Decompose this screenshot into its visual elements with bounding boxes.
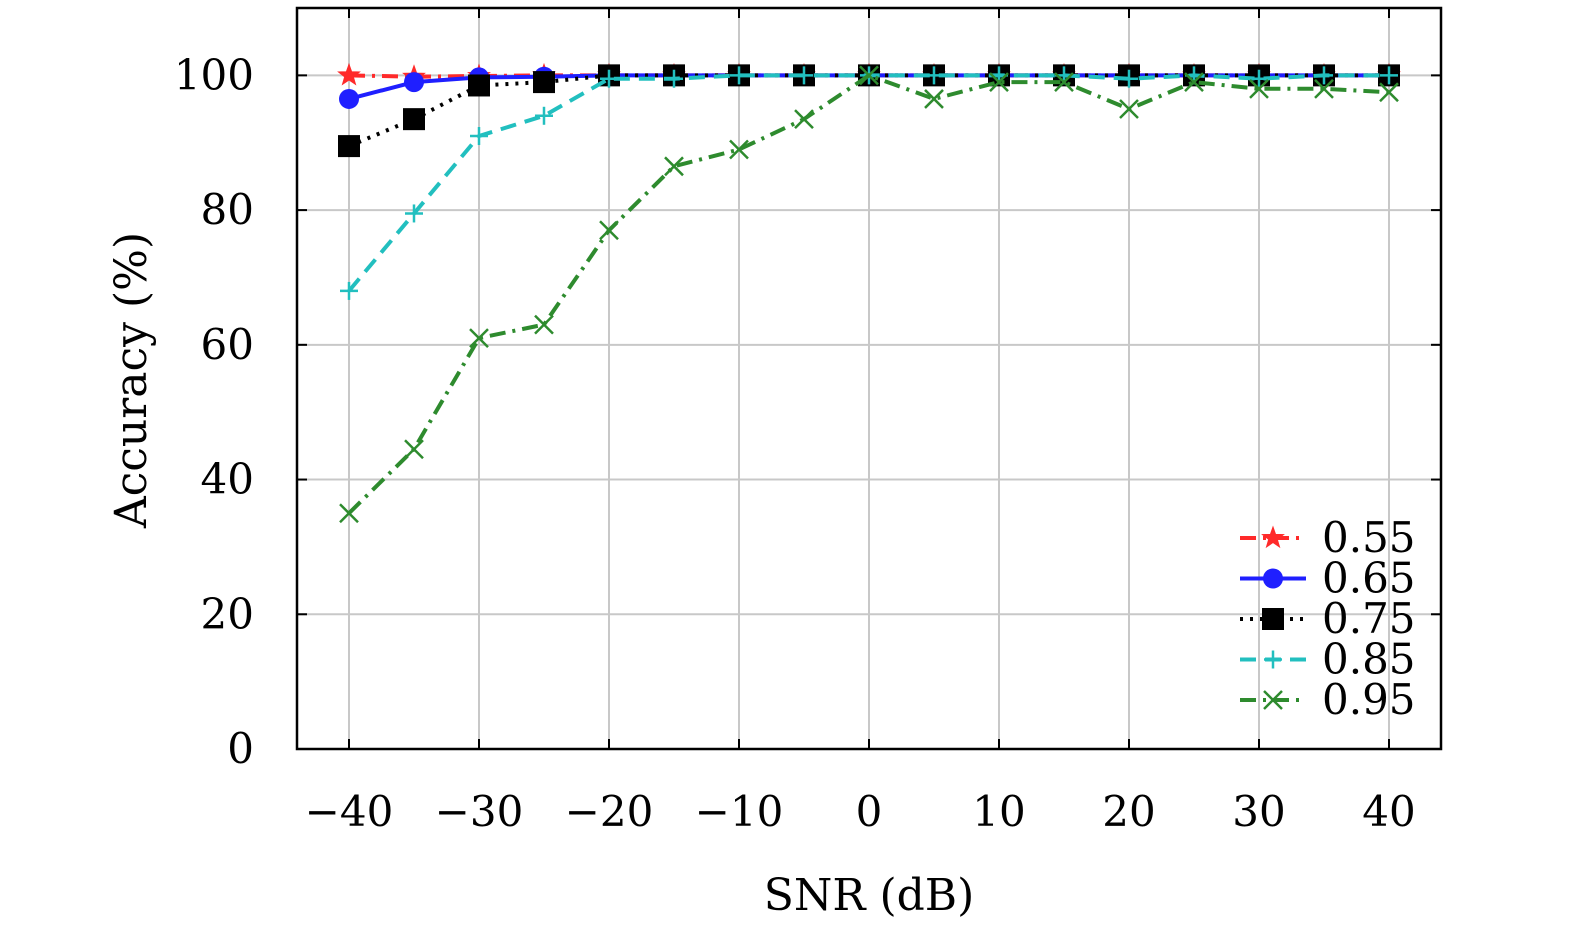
legend-label: 0.95	[1322, 675, 1416, 724]
x-tick-label: 10	[972, 787, 1025, 836]
data-point	[338, 135, 360, 158]
data-point	[403, 108, 425, 131]
y-tick-label: 80	[201, 185, 254, 234]
series-line-0.95	[347, 73, 1390, 515]
x-tick-label: 30	[1232, 787, 1285, 836]
legend-item-0.95: 0.95	[1240, 675, 1416, 724]
data-point	[729, 139, 749, 160]
data-point	[1184, 72, 1204, 92]
y-tick-label: 20	[201, 589, 254, 638]
data-point	[340, 281, 358, 300]
data-point	[794, 109, 814, 130]
legend-item-0.65: 0.65	[1240, 554, 1416, 603]
data-point	[1119, 99, 1139, 119]
data-point	[533, 71, 555, 94]
legend-marker	[1262, 608, 1284, 630]
legend-marker	[1264, 650, 1282, 669]
data-point	[599, 220, 619, 241]
data-point	[1250, 69, 1268, 88]
data-point	[404, 72, 424, 93]
data-point	[795, 66, 813, 85]
legend-marker	[1263, 568, 1283, 589]
data-point	[1379, 82, 1399, 103]
legend-label: 0.85	[1322, 635, 1416, 684]
data-point	[1120, 69, 1138, 88]
data-point	[535, 106, 553, 125]
x-tick-labels: −40 −30 −20 −10 0 10 20 30 40	[305, 787, 1416, 836]
x-tick-label: −20	[565, 787, 654, 836]
y-tick-label: 0	[227, 724, 254, 773]
data-point	[925, 66, 943, 85]
data-point	[665, 69, 683, 88]
data-point	[989, 72, 1009, 92]
legend: 0.550.650.750.850.95	[1240, 513, 1416, 724]
x-tick-label: −40	[305, 787, 394, 836]
x-tick-label: 40	[1362, 787, 1415, 836]
x-tick-label: −10	[695, 787, 784, 836]
data-point	[469, 328, 489, 348]
legend-item-0.85: 0.85	[1240, 635, 1416, 684]
data-point	[600, 69, 618, 88]
series-lines	[337, 62, 1401, 524]
legend-item-0.55: 0.55	[1240, 513, 1416, 562]
data-point	[534, 314, 554, 335]
data-point	[1315, 66, 1333, 85]
y-tick-labels: 0 20 40 60 80 100	[174, 50, 254, 773]
data-point	[730, 66, 748, 85]
data-point	[404, 439, 424, 460]
series-0.95	[339, 65, 1399, 524]
x-tick-label: −30	[435, 787, 524, 836]
x-axis-label: SNR (dB)	[764, 870, 975, 921]
legend-item-0.75: 0.75	[1240, 594, 1416, 643]
data-point	[859, 65, 879, 86]
legend-marker	[1263, 690, 1283, 710]
axis-ticks	[297, 8, 1441, 750]
data-point	[1054, 72, 1074, 92]
data-point	[339, 503, 359, 524]
legend-marker	[1261, 525, 1285, 549]
data-point	[468, 74, 490, 97]
data-point	[1314, 78, 1334, 99]
data-point	[664, 156, 684, 177]
data-point	[1249, 78, 1269, 99]
data-point	[1380, 66, 1398, 85]
data-point	[337, 62, 361, 86]
data-point	[924, 89, 944, 109]
x-tick-label: 20	[1102, 787, 1155, 836]
data-point	[470, 126, 488, 145]
x-tick-label: 0	[856, 787, 883, 836]
legend-label: 0.65	[1322, 554, 1416, 603]
y-axis-label: Accuracy (%)	[106, 232, 157, 529]
legend-label: 0.75	[1322, 594, 1416, 643]
legend-label: 0.55	[1322, 513, 1416, 562]
y-tick-label: 60	[201, 320, 254, 369]
data-point	[405, 204, 423, 223]
data-point	[339, 88, 359, 109]
grid	[297, 8, 1441, 749]
y-tick-label: 40	[201, 455, 254, 504]
y-tick-label: 100	[174, 50, 254, 99]
